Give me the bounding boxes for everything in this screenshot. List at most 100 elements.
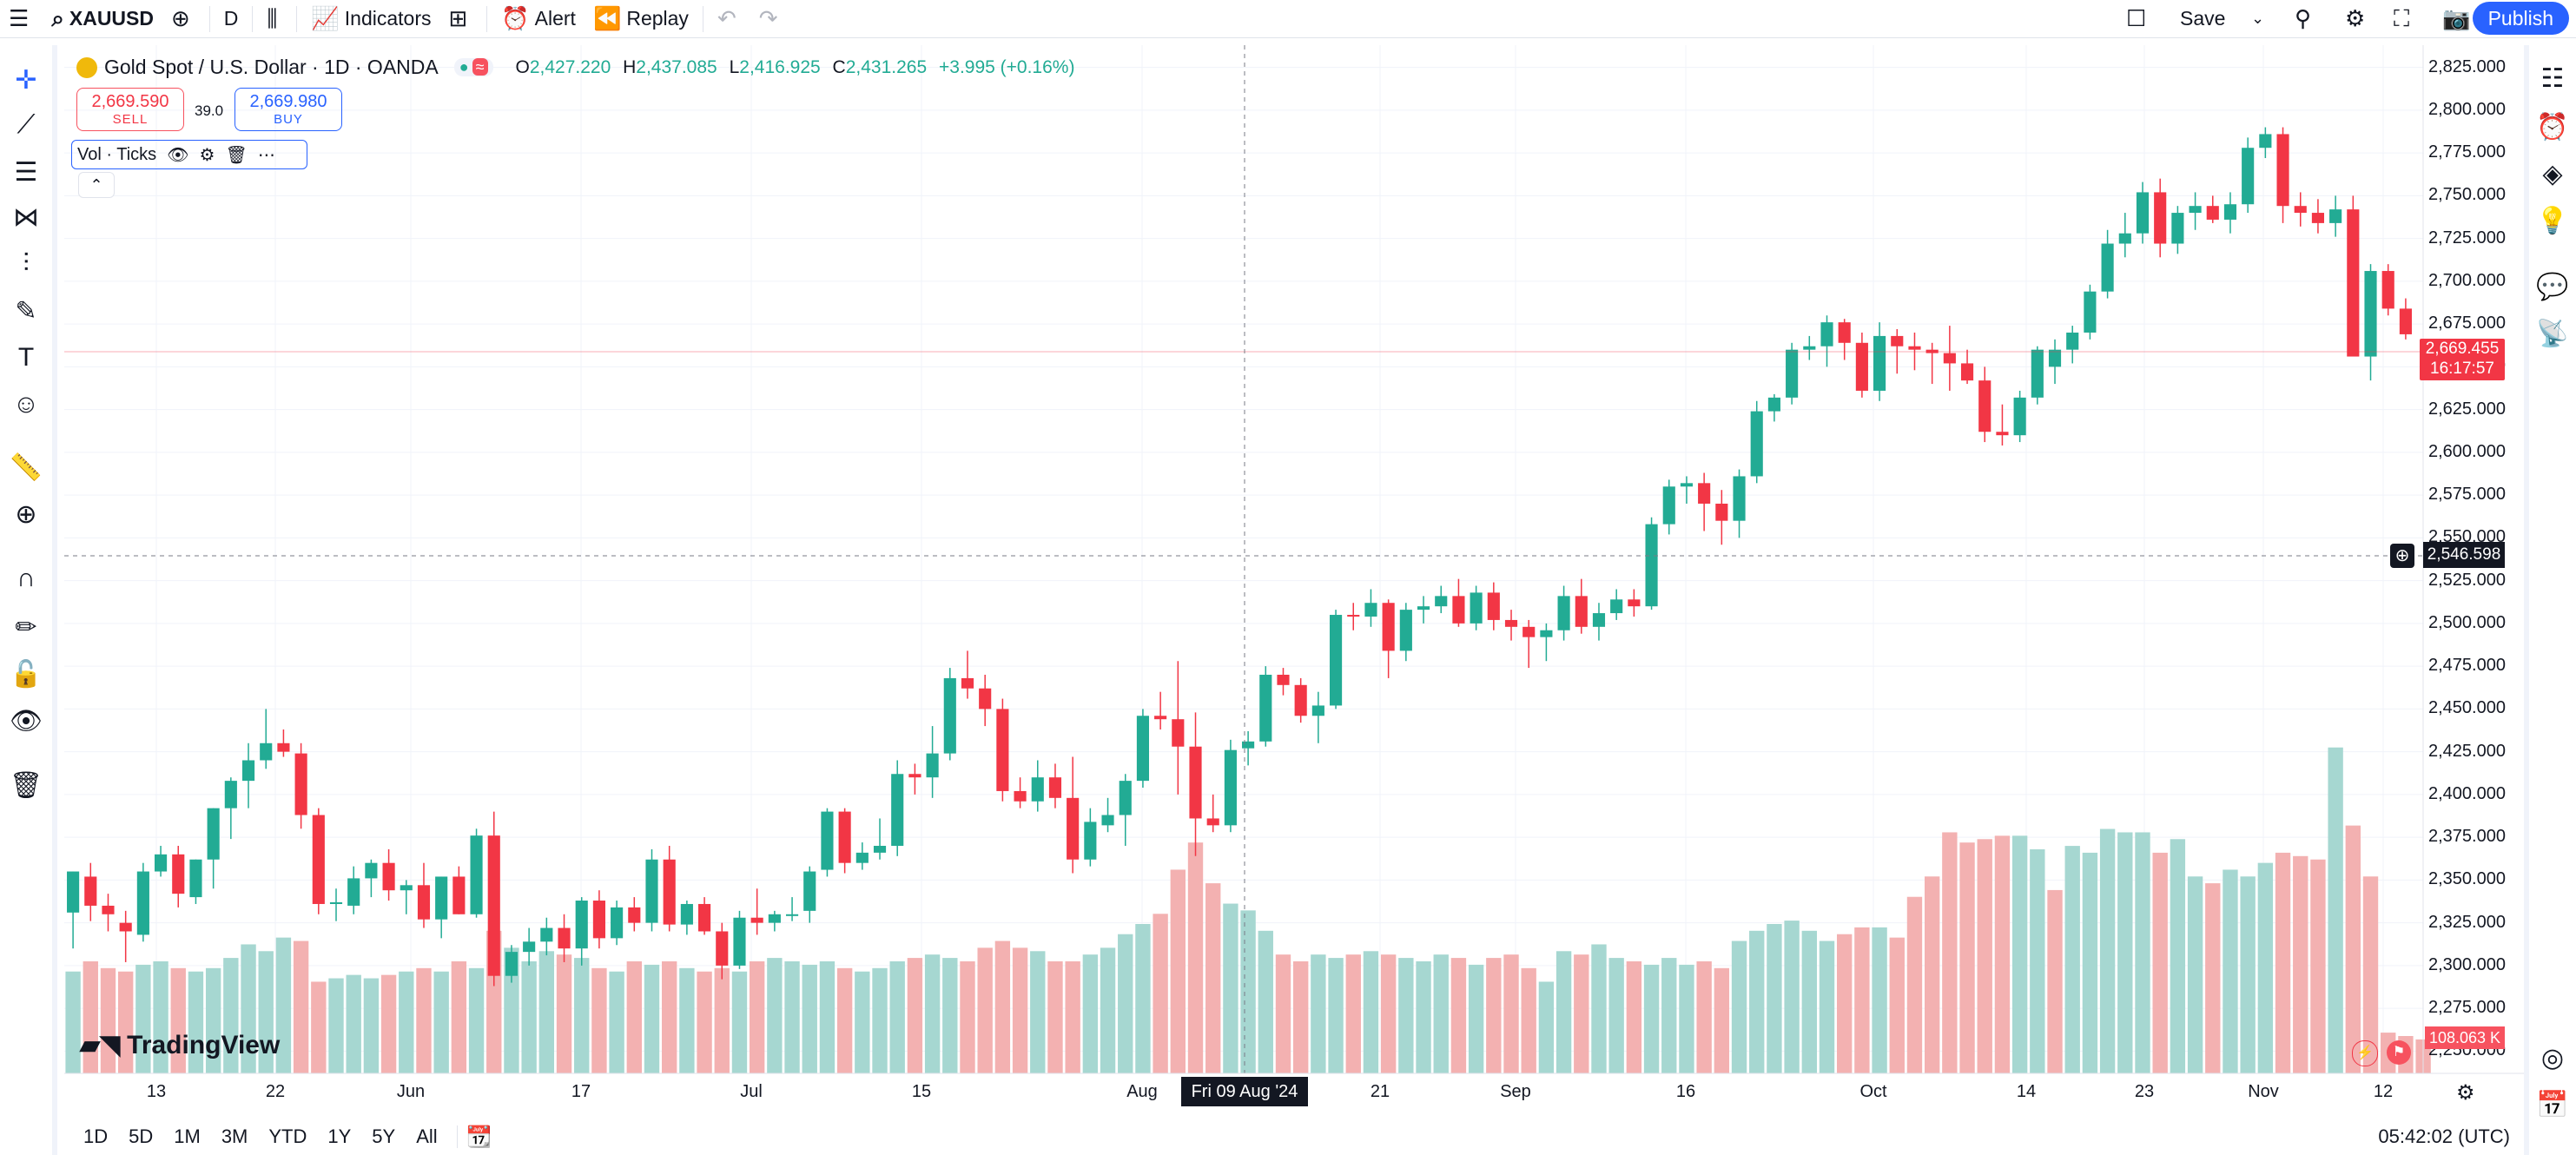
pattern-tool[interactable]: ⋈ <box>0 200 52 234</box>
streams-button[interactable]: 📡 <box>2529 314 2576 353</box>
replay-button[interactable]: ⏪ Replay <box>585 0 697 38</box>
text-tool[interactable]: T <box>0 340 52 375</box>
fullscreen-icon: ⛶ <box>2394 4 2410 31</box>
prediction-tool[interactable]: ⫶ <box>0 247 52 281</box>
ideas-button[interactable]: 💡 <box>2529 201 2576 240</box>
settings-button[interactable]: ⚙ <box>2336 0 2379 38</box>
publish-button[interactable]: Publish <box>2472 2 2569 35</box>
eye-icon[interactable]: 👁 <box>167 145 189 165</box>
measure-tool[interactable]: 📏 <box>0 450 52 485</box>
candle <box>1504 610 1518 641</box>
crosshair-price-tag: 2,546.598 <box>2423 542 2505 568</box>
brush-tool[interactable]: ✎ <box>0 294 52 328</box>
stay-drawing-tool[interactable]: ✏ <box>0 610 52 644</box>
quick-search-button[interactable]: ⚲ <box>2286 0 2325 38</box>
time-tick-label: Sep <box>1500 1082 1531 1101</box>
candle-body <box>2259 134 2272 148</box>
collapse-legend-button[interactable]: ⌃ <box>78 172 115 198</box>
calendar-button[interactable]: 📅 <box>2529 1086 2576 1124</box>
magnet-tool[interactable]: ∩ <box>0 561 52 596</box>
lightning-icon[interactable]: ⚡ <box>2352 1040 2378 1066</box>
save-button[interactable]: Save <box>2171 0 2234 38</box>
timeframe-5y-button[interactable]: 5Y <box>372 1125 396 1147</box>
dom-button[interactable]: ◎ <box>2529 1039 2576 1077</box>
volume-bar <box>1012 947 1028 1073</box>
symbol-search-button[interactable]: ⌕ XAUUSD <box>43 0 162 38</box>
volume-bar <box>662 961 677 1073</box>
candle-body <box>435 876 448 920</box>
layout-button[interactable]: ☐ <box>2117 0 2160 38</box>
price-tick-label: 2,450.000 <box>2428 698 2506 718</box>
timeframe-3m-button[interactable]: 3M <box>221 1125 248 1147</box>
timeframe-1m-button[interactable]: 1M <box>174 1125 201 1147</box>
templates-button[interactable]: ⊞ <box>439 0 481 38</box>
volume-bar <box>1643 964 1660 1073</box>
candle-body <box>1101 815 1114 826</box>
drawing-toolbar: ✛ ⟋ ☰ ⋈ ⫶ ✎ T ☺ 📏 ⊕ ∩ ✏ 🔓 👁 🗑 <box>0 45 57 1155</box>
market-status-pill[interactable]: ● ≈ <box>453 58 493 76</box>
save-dropdown-button[interactable]: ⌄ <box>2242 0 2278 38</box>
legend-title[interactable]: Gold Spot / U.S. Dollar · 1D · OANDA <box>104 56 439 78</box>
flag-icon[interactable]: ⚑ <box>2387 1040 2411 1065</box>
candle-body <box>1435 596 1448 607</box>
candle-body <box>224 781 237 808</box>
indicators-button[interactable]: 📈 Indicators <box>302 0 439 38</box>
volume-bar <box>1433 954 1449 1073</box>
timeframe-1d-button[interactable]: 1D <box>83 1125 109 1147</box>
candle-body <box>1698 483 1711 504</box>
timeframe-all-button[interactable]: All <box>416 1125 438 1147</box>
object-tree-button[interactable]: ◈ <box>2529 155 2576 193</box>
emoji-tool[interactable]: ☺ <box>0 387 52 422</box>
alert-button[interactable]: ⏰ Alert <box>492 0 585 38</box>
remove-tool[interactable]: 🗑 <box>0 768 52 802</box>
candle-body <box>855 852 869 863</box>
gear-icon[interactable]: ⚙ <box>199 145 215 165</box>
candle <box>1311 691 1324 743</box>
volume-bar <box>1924 876 1940 1073</box>
volume-study-legend[interactable]: Vol · Ticks 👁 ⚙ 🗑 ⋯ <box>71 140 307 169</box>
menu-button[interactable]: ☰ <box>0 0 43 38</box>
time-tick-label: 16 <box>1675 1082 1696 1101</box>
volume-bar <box>714 967 730 1073</box>
redo-button[interactable]: ↷ <box>750 0 792 38</box>
snapshot-button[interactable]: 📷 <box>2434 0 2484 38</box>
trendline-tool[interactable]: ⟋ <box>0 108 52 142</box>
candle-body <box>628 907 641 923</box>
candle-body <box>2329 209 2342 223</box>
lock-tool[interactable]: 🔓 <box>0 657 52 691</box>
timeframe-ytd-button[interactable]: YTD <box>268 1125 307 1147</box>
sell-button[interactable]: 2,669.590 SELL <box>76 88 184 131</box>
timeframe-1y-button[interactable]: 1Y <box>327 1125 352 1147</box>
zoom-tool[interactable]: ⊕ <box>0 497 52 531</box>
axis-settings-button[interactable]: ⚙ <box>2456 1080 2475 1106</box>
add-alert-plus-icon[interactable]: ⊕ <box>2390 544 2414 568</box>
timeframe-5d-button[interactable]: 5D <box>129 1125 154 1147</box>
compare-button[interactable]: ⊕ <box>162 0 204 38</box>
open-label: O <box>515 56 530 77</box>
interval-button[interactable]: D <box>215 0 248 38</box>
crosshair-tool[interactable]: ✛ <box>0 63 52 97</box>
candle <box>1259 666 1272 747</box>
trash-icon[interactable]: 🗑 <box>225 145 248 165</box>
chats-button[interactable]: 💬 <box>2529 267 2576 306</box>
hide-tool[interactable]: 👁 <box>0 703 52 738</box>
fib-tool[interactable]: ☰ <box>0 155 52 189</box>
volume-bar <box>1030 951 1046 1073</box>
watchlist-button[interactable]: ☷ <box>2529 59 2576 97</box>
candle-body <box>172 854 185 894</box>
alerts-button[interactable]: ⏰ <box>2529 108 2576 146</box>
candle <box>1628 589 1641 617</box>
goto-date-button[interactable]: 📆 <box>466 1125 492 1150</box>
fullscreen-button[interactable]: ⛶ <box>2385 0 2423 38</box>
tradingview-logo[interactable]: ▰◥ TradingView <box>80 1030 280 1060</box>
more-icon[interactable]: ⋯ <box>257 145 275 165</box>
chart-type-button[interactable]: ⫼ <box>258 0 291 38</box>
candle <box>943 668 956 761</box>
utc-clock[interactable]: 05:42:02 (UTC) <box>2378 1125 2510 1147</box>
undo-button[interactable]: ↶ <box>709 0 750 38</box>
candle <box>1557 585 1570 641</box>
candle-body <box>1048 777 1062 798</box>
candle <box>680 901 693 935</box>
buy-button[interactable]: 2,669.980 BUY <box>234 88 342 131</box>
